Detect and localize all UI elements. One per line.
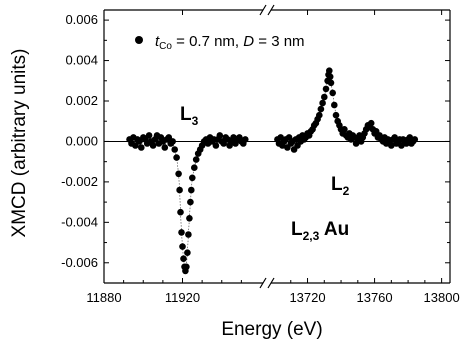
y-tick-label-6: -0.006 — [61, 255, 98, 270]
legend-marker — [135, 36, 143, 44]
axis-break-mark-bottom-0 — [259, 277, 267, 289]
data-point-0-23 — [171, 146, 178, 153]
data-point-0-30 — [180, 255, 187, 262]
series-lines — [129, 70, 416, 271]
axis-break-mark-top-0 — [259, 4, 267, 16]
y-tick-label-4: -0.002 — [61, 174, 98, 189]
y-tick-label-5: -0.004 — [61, 214, 98, 229]
data-point-0-10 — [145, 132, 153, 139]
x-axis-title: Energy (eV) — [221, 319, 322, 340]
x-tick-label-1-0: 13720 — [289, 290, 325, 305]
data-point-0-33 — [183, 263, 190, 271]
annotation-l3: L3 — [180, 104, 199, 128]
data-point-0-28 — [178, 229, 185, 236]
data-point-0-26 — [176, 186, 183, 194]
data-point-0-51 — [212, 142, 220, 149]
x-ticks: 11880 11920 13720 13760 13800 — [86, 10, 460, 305]
data-point-1-26 — [317, 105, 325, 113]
data-point-1-29 — [322, 85, 330, 93]
data-point-1-58 — [367, 119, 375, 127]
data-point-1-35 — [329, 89, 337, 97]
y-tick-label-0: 0.006 — [65, 12, 98, 27]
axis-break-mark-top-1 — [267, 4, 275, 16]
data-point-0-5 — [136, 138, 143, 145]
data-point-0-3 — [132, 142, 139, 149]
y-tick-label-1: 0.004 — [65, 53, 98, 68]
data-point-1-70 — [388, 142, 395, 149]
annotation-l23-au: L2,3 Au — [291, 219, 349, 243]
data-point-1-37 — [332, 111, 340, 119]
x-tick-label-1-1: 13760 — [356, 290, 392, 305]
data-point-0-29 — [179, 243, 186, 250]
data-point-1-27 — [319, 99, 326, 107]
data-point-0-37 — [187, 198, 194, 206]
data-point-0-36 — [186, 215, 193, 222]
legend: tCo = 0.7 nm, D = 3 nm — [135, 33, 305, 52]
data-point-0-38 — [188, 186, 195, 194]
legend-label: tCo = 0.7 nm, D = 3 nm — [155, 33, 305, 52]
data-points — [126, 67, 419, 275]
x-tick-label-1-2: 13800 — [424, 290, 460, 305]
data-point-0-27 — [177, 208, 184, 216]
data-point-0-39 — [189, 174, 196, 182]
data-point-1-84 — [411, 136, 419, 143]
data-point-0-55 — [220, 140, 227, 147]
y-tick-label-2: 0.002 — [65, 93, 98, 108]
data-point-0-35 — [185, 231, 192, 238]
y-axis-title: XMCD (arbitrary units) — [9, 49, 30, 238]
y-tick-label-3: 0.000 — [65, 133, 98, 148]
data-point-0-40 — [191, 164, 198, 171]
axis-break-mark-bottom-1 — [267, 277, 275, 289]
data-point-0-12 — [149, 142, 157, 149]
data-point-0-34 — [184, 249, 191, 256]
x-tick-label-0-0: 11880 — [86, 290, 121, 305]
data-point-0-25 — [175, 170, 182, 178]
data-point-0-66 — [242, 136, 249, 143]
data-point-1-36 — [331, 101, 338, 109]
data-point-0-53 — [216, 132, 224, 139]
data-point-1-28 — [321, 93, 328, 101]
data-point-0-41 — [192, 156, 200, 163]
data-point-1-34 — [327, 79, 335, 87]
data-point-0-22 — [169, 138, 176, 145]
data-point-0-24 — [173, 154, 180, 161]
data-point-0-18 — [161, 144, 169, 151]
data-point-1-25 — [316, 111, 323, 119]
data-point-1-32 — [326, 67, 333, 74]
annotation-l2: L2 — [331, 174, 350, 198]
data-point-1-33 — [326, 73, 334, 80]
x-tick-label-0-1: 11920 — [165, 290, 200, 305]
data-point-0-6 — [138, 144, 145, 151]
data-point-1-42 — [341, 126, 348, 133]
y-ticks: 0.006 0.004 0.002 0.000 -0.002 -0.004 -0.006 — [61, 12, 450, 270]
